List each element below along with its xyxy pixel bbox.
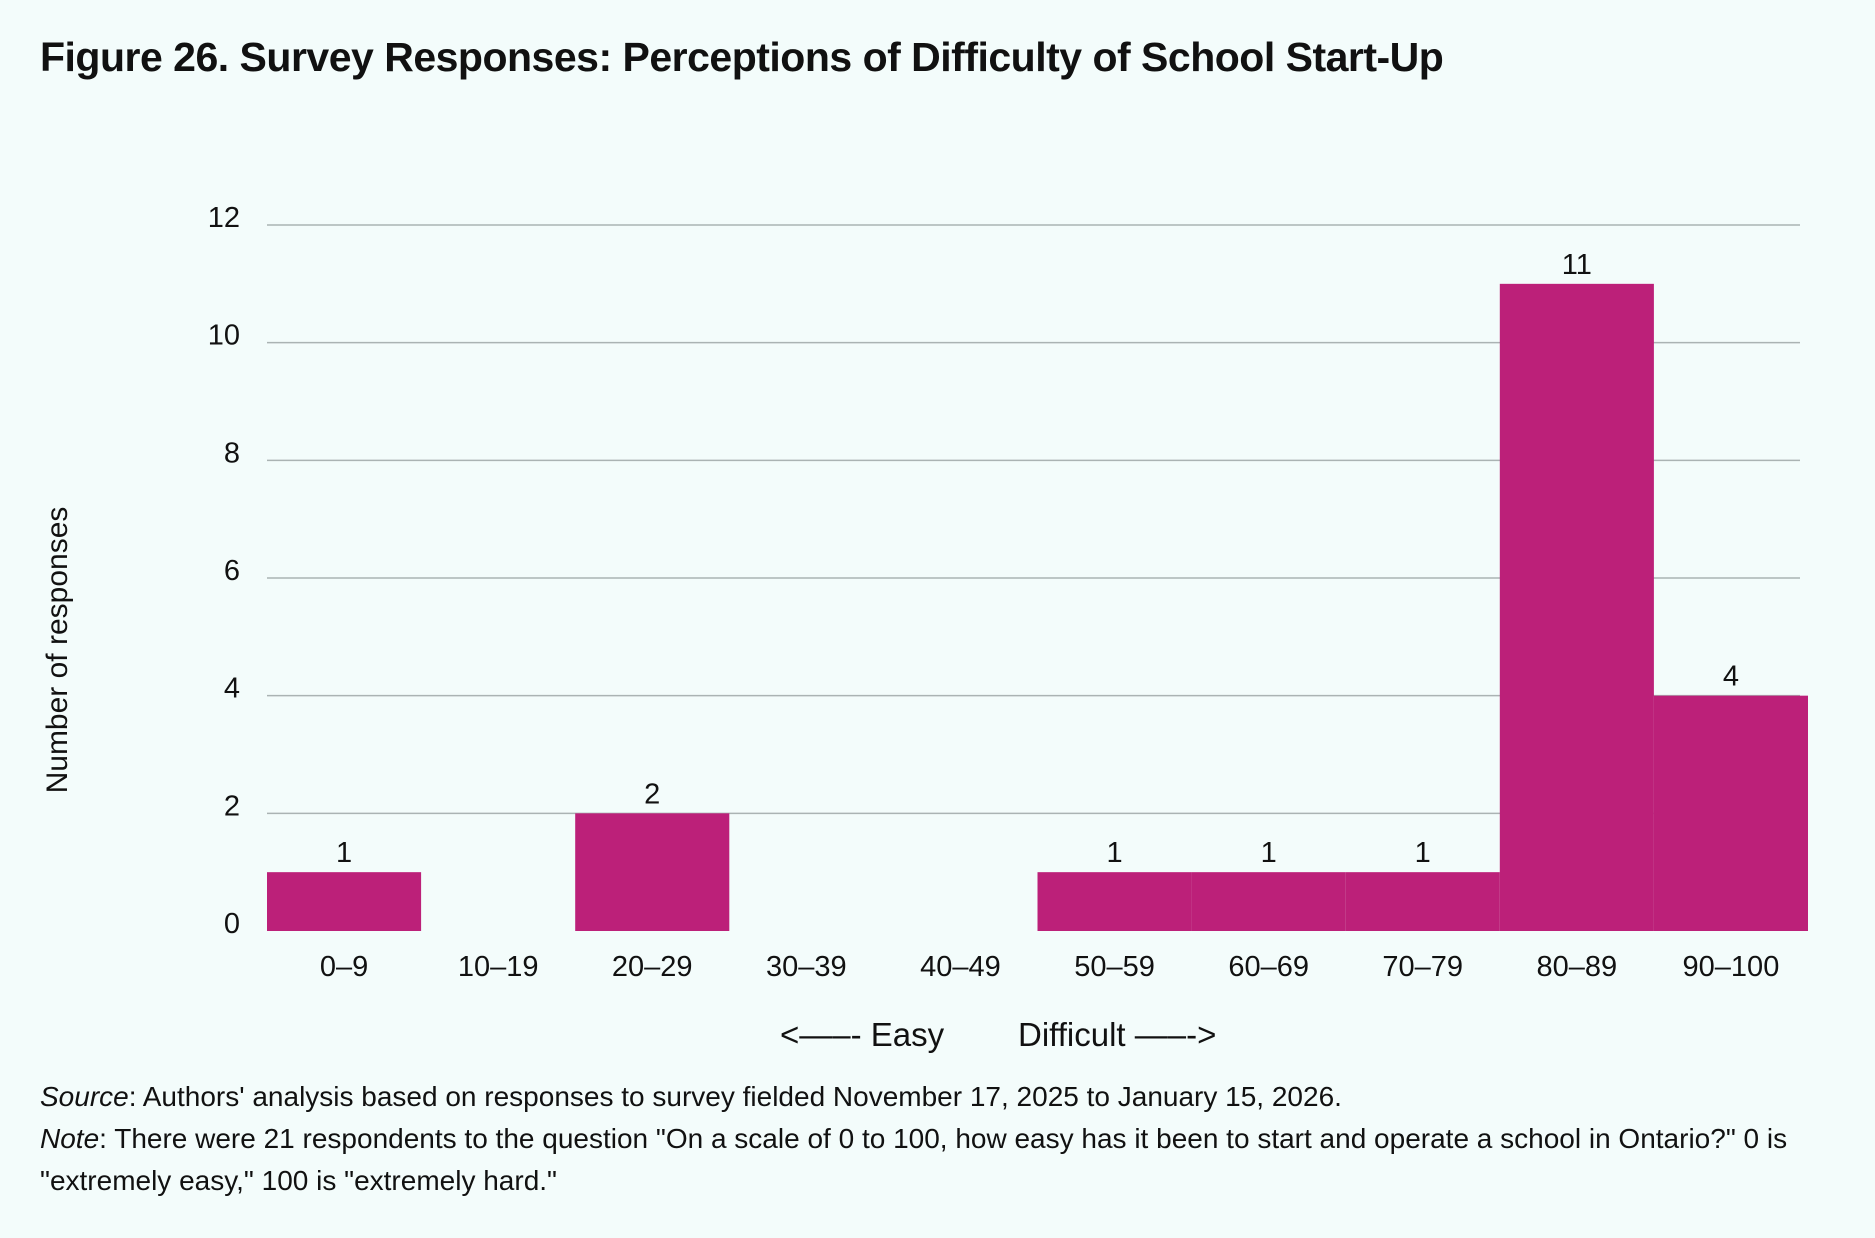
x-tick-label: 70–79	[1382, 951, 1463, 983]
x-tick-label: 10–19	[458, 951, 539, 983]
bar-90–100	[1653, 695, 1808, 931]
bar-80–89	[1499, 283, 1654, 931]
x-tick-label: 30–39	[766, 951, 847, 983]
bar-data-label: 1	[1415, 837, 1431, 869]
y-axis-title-container: Number of responses	[38, 490, 78, 810]
y-tick-label: 10	[208, 320, 240, 352]
footnote: Note: There were 21 respondents to the q…	[40, 1118, 1850, 1202]
note-label: Note	[40, 1123, 100, 1154]
bar-data-label: 2	[644, 778, 660, 810]
note-text: : There were 21 respondents to the quest…	[40, 1123, 1788, 1196]
x-tick-label: 20–29	[612, 951, 693, 983]
chart-title: Figure 26. Survey Responses: Perceptions…	[40, 34, 1444, 80]
bar-20–29	[575, 813, 730, 931]
gridlines	[267, 224, 1800, 815]
bar-data-label: 1	[1261, 837, 1277, 869]
source-label: Source	[40, 1081, 129, 1112]
x-tick-labels: 0–9 10–19 20–29 30–39 40–49 50–59 60–69 70–79 80…	[320, 951, 1779, 983]
source-note: Source: Authors' analysis based on respo…	[40, 1076, 1850, 1118]
difficult-scale-label: Difficult —–->	[1018, 1016, 1217, 1053]
y-tick-label: 12	[208, 202, 240, 234]
bar-60–69	[1191, 872, 1346, 931]
y-axis-title: Number of responses	[41, 506, 74, 794]
x-tick-label: 80–89	[1537, 951, 1618, 983]
bars	[267, 283, 1808, 931]
x-tick-label: 50–59	[1074, 951, 1155, 983]
x-tick-label: 90–100	[1683, 951, 1780, 983]
source-text: : Authors' analysis based on responses t…	[128, 1081, 1342, 1112]
bar-data-label: 1	[336, 837, 352, 869]
y-tick-label: 4	[224, 673, 240, 705]
y-tick-labels: 0 2 4 6 8 10 12	[208, 202, 240, 940]
x-tick-label: 40–49	[920, 951, 1001, 983]
bar-data-label: 1	[1106, 837, 1122, 869]
y-tick-label: 8	[224, 437, 240, 469]
x-tick-label: 0–9	[320, 951, 368, 983]
y-tick-label: 0	[224, 908, 240, 940]
bar-0–9	[267, 872, 422, 931]
x-tick-label: 60–69	[1228, 951, 1309, 983]
bar-data-label: 4	[1723, 661, 1739, 693]
easy-scale-label: <—–- Easy	[780, 1016, 945, 1053]
y-tick-label: 6	[224, 555, 240, 587]
y-tick-label: 2	[224, 790, 240, 822]
bar-70–79	[1345, 872, 1500, 931]
bar-data-label: 11	[1562, 249, 1592, 281]
bar-50–59	[1037, 872, 1192, 931]
